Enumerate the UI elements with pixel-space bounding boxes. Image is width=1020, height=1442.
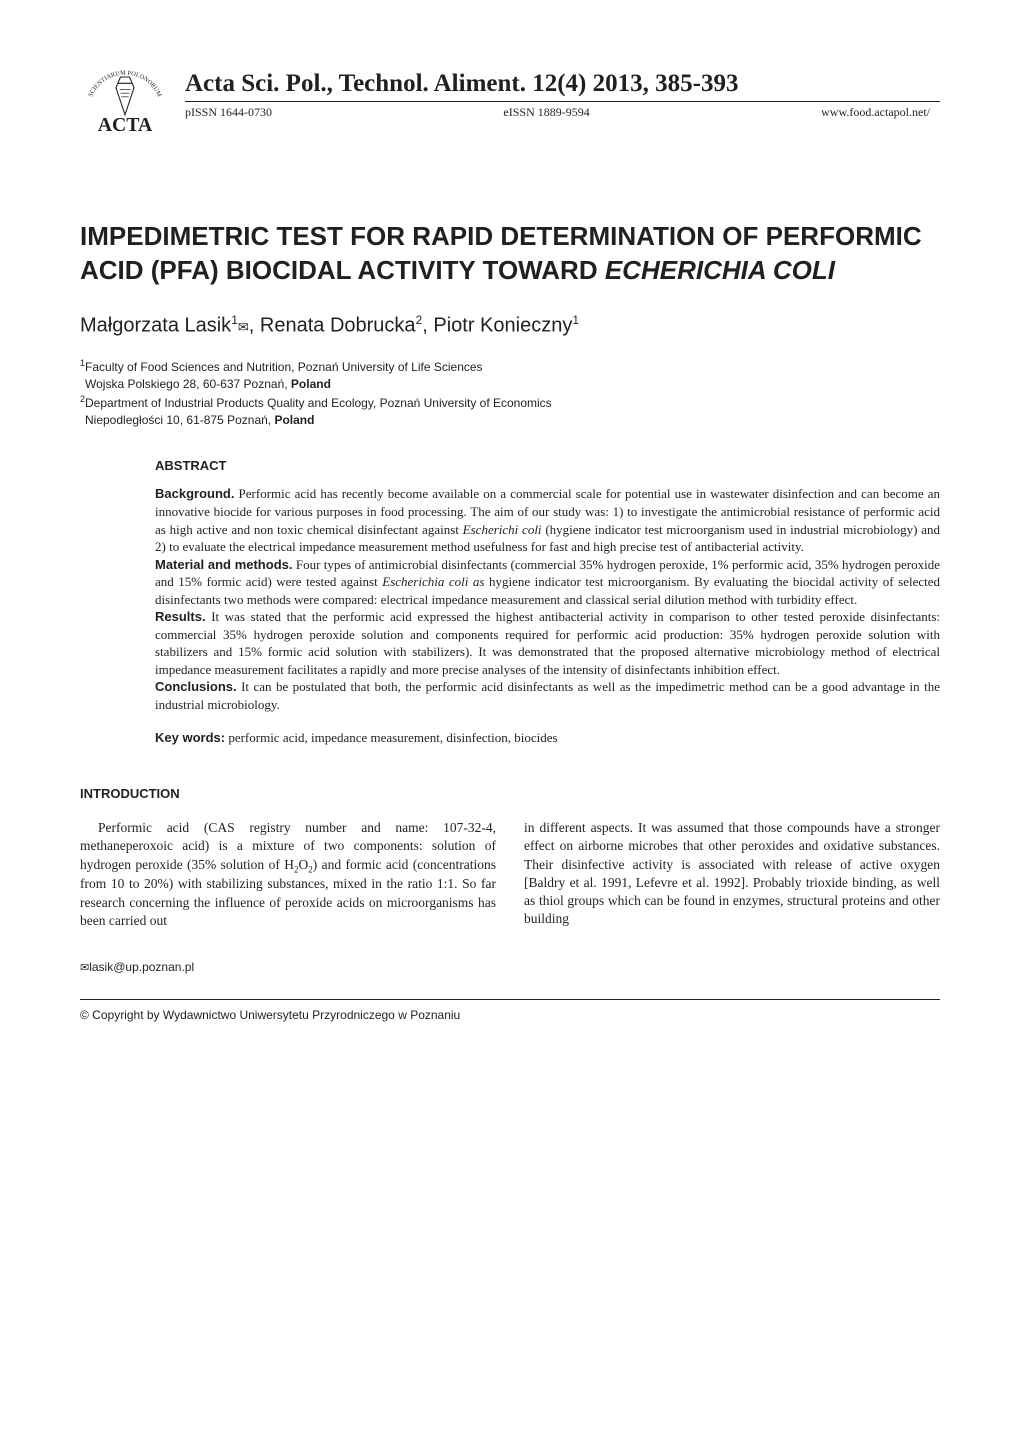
intro-c1-2: O [298, 857, 308, 872]
abstract-results: It was stated that the performic acid ex… [155, 609, 940, 677]
svg-text:SCIENTIARUM POLONORUM: SCIENTIARUM POLONORUM [87, 70, 163, 99]
abstract-results-lead: Results. [155, 609, 206, 624]
journal-url: www.food.actapol.net/ [821, 105, 930, 120]
keywords-line: Key words: performic acid, impedance mea… [155, 729, 940, 747]
aff2-addr: Niepodległości 10, 61-875 Poznań, [80, 413, 274, 427]
author-1-sup: 1 [231, 313, 238, 327]
abstract-body: Background. Performic acid has recently … [155, 485, 940, 746]
author-2-sup: 2 [416, 313, 423, 327]
journal-logo: SCIENTIARUM POLONORUM ACTA [80, 50, 170, 140]
intro-c2: in different aspects. It was assumed tha… [524, 819, 940, 928]
abstract-material-it1: Escherichia coli as [382, 574, 484, 589]
abstract-conclusions-lead: Conclusions. [155, 679, 237, 694]
envelope-icon: ✉ [80, 962, 89, 974]
aff2: Department of Industrial Products Qualit… [85, 396, 552, 410]
author-1: Małgorzata Lasik [80, 314, 231, 336]
header-subline: pISSN 1644-0730 eISSN 1889-9594 www.food… [185, 105, 940, 120]
author-3: Piotr Konieczny [433, 314, 572, 336]
intro-col-left: Performic acid (CAS registry number and … [80, 819, 496, 930]
copyright-line: © Copyright by Wydawnictwo Uniwersytetu … [80, 1008, 940, 1022]
aff1-addr: Wojska Polskiego 28, 60-637 Poznań, [80, 377, 291, 391]
logo-monogram: ACTA [98, 114, 153, 136]
corresponding-email: ✉lasik@up.poznan.pl [80, 960, 940, 974]
intro-col-right: in different aspects. It was assumed tha… [524, 819, 940, 930]
abstract-background-it1: Escherichi coli [463, 522, 542, 537]
abstract-conclusions: It can be postulated that both, the perf… [155, 679, 940, 712]
keywords-text: performic acid, impedance measurement, d… [225, 730, 557, 745]
email-address: lasik@up.poznan.pl [89, 960, 194, 974]
abstract-block: ABSTRACT Background. Performic acid has … [80, 458, 940, 746]
eissn: eISSN 1889-9594 [503, 105, 589, 120]
page-header: SCIENTIARUM POLONORUM ACTA Acta Sci. Pol… [80, 50, 940, 140]
title-line1: IMPEDIMETRIC TEST FOR RAPID DETERMINATIO… [80, 221, 922, 251]
keywords-lead: Key words: [155, 730, 225, 745]
header-divider [185, 101, 940, 102]
title-line2-plain: ACID (PFA) BIOCIDAL ACTIVITY TOWARD [80, 255, 605, 285]
footer-divider [80, 999, 940, 1000]
title-line2-italic: ECHERICHIA COLI [605, 255, 835, 285]
authors-line: Małgorzata Lasik1✉, Renata Dobrucka2, Pi… [80, 313, 940, 338]
aff1-country: Poland [291, 377, 331, 391]
introduction-heading: INTRODUCTION [80, 786, 940, 801]
abstract-background-lead: Background. [155, 486, 234, 501]
author-2: Renata Dobrucka [260, 314, 416, 336]
author-3-sup: 1 [572, 313, 579, 327]
abstract-material-lead: Material and methods. [155, 557, 292, 572]
article-title: IMPEDIMETRIC TEST FOR RAPID DETERMINATIO… [80, 220, 940, 288]
pissn: pISSN 1644-0730 [185, 105, 272, 120]
header-text-block: Acta Sci. Pol., Technol. Aliment. 12(4) … [185, 70, 940, 120]
intro-columns: Performic acid (CAS registry number and … [80, 819, 940, 930]
logo-arc-text: SCIENTIARUM POLONORUM [87, 70, 163, 99]
aff2-country: Poland [274, 413, 314, 427]
affiliations: 1Faculty of Food Sciences and Nutrition,… [80, 357, 940, 428]
aff1: Faculty of Food Sciences and Nutrition, … [85, 360, 483, 374]
journal-title-line: Acta Sci. Pol., Technol. Aliment. 12(4) … [185, 70, 940, 98]
abstract-heading: ABSTRACT [155, 458, 940, 473]
corresponding-icon: ✉ [238, 319, 249, 334]
